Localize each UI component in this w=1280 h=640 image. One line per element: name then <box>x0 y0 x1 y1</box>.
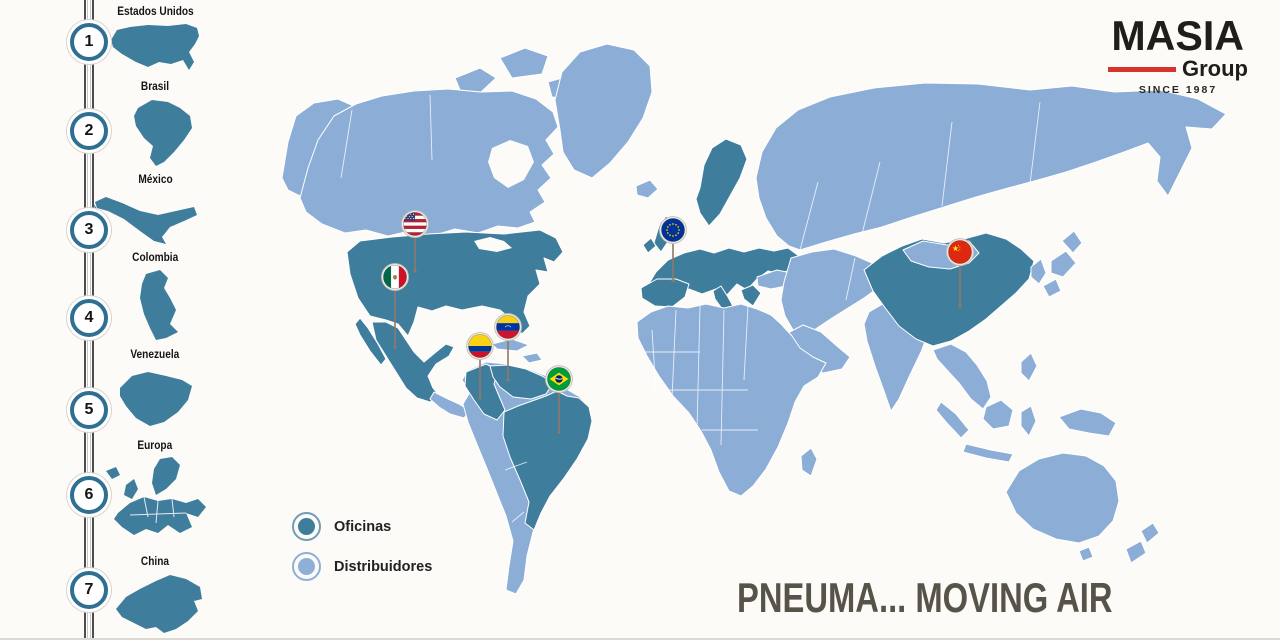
map-australia <box>1005 452 1120 544</box>
timeline-node-1: 1 <box>70 23 108 61</box>
pin-europa[interactable] <box>659 216 687 283</box>
sidebar-label-colombia: Colombia <box>131 252 179 264</box>
logo-since-text: SINCE 1987 <box>1138 84 1218 96</box>
timeline-node-3: 3 <box>70 211 108 249</box>
colombia-flag-icon <box>468 334 492 358</box>
map-brazil <box>502 390 593 531</box>
sidebar-label-china: China <box>140 556 170 568</box>
offices-swatch-icon <box>292 512 321 541</box>
thumb-china-map <box>116 575 202 633</box>
timeline-node-4: 4 <box>70 299 108 337</box>
bottom-divider <box>0 638 1280 640</box>
map-usa <box>346 229 564 337</box>
legend-item-distributors: Distribuidores <box>292 552 432 581</box>
timeline-node-7: 7 <box>70 571 108 609</box>
map-spain <box>640 278 690 308</box>
sidebar-label-europa: Europa <box>137 440 173 452</box>
legend-offices-label: Oficinas <box>334 518 392 535</box>
map-pins <box>381 210 974 434</box>
pin-brazil[interactable] <box>545 365 573 434</box>
distributors-swatch-icon <box>292 552 321 581</box>
sidebar-label-mexico: México <box>137 174 173 186</box>
pin-venezuela[interactable] <box>494 313 522 382</box>
pin-usa[interactable] <box>401 210 429 273</box>
map-venezuela <box>489 364 554 400</box>
brazil-flag-icon <box>547 367 571 391</box>
logo-red-line <box>1108 66 1176 72</box>
map-scandinavia <box>695 138 748 227</box>
sidebar-label-estados-unidos: Estados Unidos <box>116 6 194 18</box>
logo-group-text: Group <box>1182 56 1248 81</box>
timeline-node-6: 6 <box>70 476 108 514</box>
pin-mexico[interactable] <box>381 263 409 349</box>
sidebar-label-brasil: Brasil <box>140 81 170 93</box>
tagline-text: PNEUMA... MOVING AIR <box>737 574 1113 621</box>
logo-brand-text: MASIA <box>1111 12 1245 59</box>
legend-item-offices: Oficinas <box>292 512 432 541</box>
thumb-mexico-map <box>94 197 197 244</box>
map-mexico <box>354 317 455 403</box>
eu-flag-icon <box>661 218 685 242</box>
mexico-flag-icon <box>383 265 407 289</box>
sidebar-label-venezuela: Venezuela <box>130 349 180 361</box>
thumb-colombia-map <box>140 270 178 340</box>
thumb-europa-map <box>106 457 206 535</box>
timeline-node-5: 5 <box>70 391 108 429</box>
legend: Oficinas Distribuidores <box>292 512 432 592</box>
pin-china[interactable] <box>946 238 974 308</box>
map-china <box>863 232 1035 347</box>
china-flag-icon <box>948 240 972 264</box>
legend-distributors-label: Distribuidores <box>334 558 433 575</box>
map-russia <box>755 82 1227 251</box>
map-canada <box>299 88 559 237</box>
venezuela-flag-icon <box>496 315 520 339</box>
timeline-node-2: 2 <box>70 112 108 150</box>
pin-colombia[interactable] <box>466 332 494 400</box>
thumb-venezuela-map <box>120 372 192 426</box>
thumb-estados-unidos-map <box>111 24 199 70</box>
thumb-brasil-map <box>134 100 192 166</box>
masia-group-logo: MASIA Group SINCE 1987 <box>1102 12 1254 96</box>
map-greenland <box>554 43 653 179</box>
